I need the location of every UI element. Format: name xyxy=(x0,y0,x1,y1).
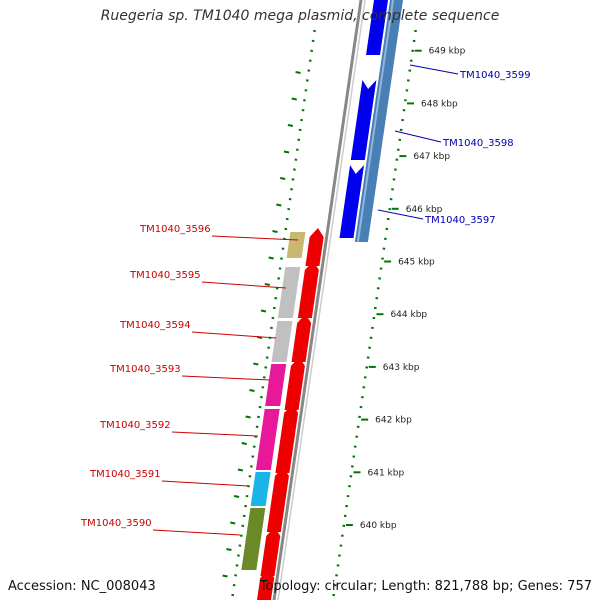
cog-block xyxy=(250,472,271,506)
left-dash xyxy=(233,495,240,498)
label-leader xyxy=(191,331,277,339)
cog-block xyxy=(241,508,266,570)
gene-label-forward: TM1040_3599 xyxy=(459,70,531,81)
label-leader xyxy=(394,130,442,143)
forward-gene-arrow xyxy=(366,0,388,55)
left-dash xyxy=(276,203,282,207)
tick-label: 649 kbp xyxy=(429,47,466,57)
left-dash xyxy=(295,71,301,74)
left-dash xyxy=(245,415,251,419)
backbone xyxy=(272,0,366,600)
forward-gene-arrow xyxy=(350,80,377,160)
forward-cds-highlight xyxy=(356,0,395,243)
left-dash xyxy=(253,362,259,366)
gene-label-reverse: TM1040_3592 xyxy=(99,420,171,431)
left-dash xyxy=(260,309,267,313)
accession-text: Accession: NC_008043 xyxy=(8,579,156,594)
label-leader xyxy=(409,64,459,75)
left-dash xyxy=(230,521,236,525)
left-dash xyxy=(291,97,297,101)
tick-label: 643 kbp xyxy=(383,363,420,373)
reverse-gene-arrow xyxy=(305,228,324,266)
topology-summary: Topology: circular; Length: 821,788 bp; … xyxy=(259,579,592,594)
left-dash xyxy=(264,283,271,286)
gene-label-reverse: TM1040_3595 xyxy=(129,270,201,281)
cog-block xyxy=(271,321,293,362)
gene-label-reverse: TM1040_3594 xyxy=(119,320,191,331)
gene-label-reverse: TM1040_3596 xyxy=(139,224,211,235)
cog-block xyxy=(286,232,306,258)
cog-block xyxy=(265,364,287,406)
tick-label: 642 kbp xyxy=(375,416,412,426)
gene-label-forward: TM1040_3598 xyxy=(442,138,514,149)
label-leader xyxy=(152,529,241,536)
left-dash xyxy=(241,442,247,445)
tick-label: 648 kbp xyxy=(421,99,458,109)
tick-label: 644 kbp xyxy=(390,310,427,320)
left-dash xyxy=(249,389,255,392)
map-title: Ruegeria sp. TM1040 mega plasmid, comple… xyxy=(100,8,500,24)
gene-label-reverse: TM1040_3591 xyxy=(89,469,161,480)
gene-label-reverse: TM1040_3593 xyxy=(109,364,181,375)
label-leader xyxy=(201,281,287,289)
label-leader xyxy=(377,209,424,220)
forward-gene-arrow xyxy=(339,165,365,238)
reverse-gene-arrow xyxy=(275,404,299,473)
reverse-gene-arrow xyxy=(266,467,289,532)
left-dash xyxy=(272,230,278,233)
label-leader xyxy=(171,431,259,437)
label-leader xyxy=(211,235,299,241)
label-leader xyxy=(181,375,271,381)
gene-label-forward: TM1040_3597 xyxy=(424,215,496,226)
gene-labels: TM1040_3596 TM1040_3595 TM1040_3594 TM1040_… xyxy=(80,64,531,536)
tick-label: 640 kbp xyxy=(360,521,397,531)
left-dash xyxy=(279,177,286,180)
tick-marks: 640 kbp 641 kbp 642 kbp 643 kbp 644 kbp 645 k… xyxy=(345,47,466,531)
tick-label: 645 kbp xyxy=(398,258,435,268)
left-dash xyxy=(226,548,232,551)
cog-block xyxy=(255,409,280,470)
left-dash xyxy=(222,574,228,578)
reverse-gene-arrow xyxy=(257,569,275,600)
reverse-gene-arrow xyxy=(284,357,305,410)
backbone-outer xyxy=(272,0,363,600)
label-leader xyxy=(161,480,249,487)
left-dash xyxy=(287,124,294,127)
reverse-gene-arrow xyxy=(260,527,281,576)
cog-block xyxy=(277,267,301,318)
left-dash xyxy=(237,468,244,472)
gene-label-reverse: TM1040_3590 xyxy=(80,518,152,529)
left-dash xyxy=(283,150,290,154)
left-dash xyxy=(268,256,274,260)
genes xyxy=(241,0,403,600)
reverse-gene-arrow xyxy=(291,314,312,362)
tick-label: 641 kbp xyxy=(368,468,405,478)
backbone-inner xyxy=(277,0,366,600)
reverse-gene-arrow xyxy=(297,261,319,318)
tick-label: 647 kbp xyxy=(413,152,450,162)
tick-label: 646 kbp xyxy=(406,205,443,215)
